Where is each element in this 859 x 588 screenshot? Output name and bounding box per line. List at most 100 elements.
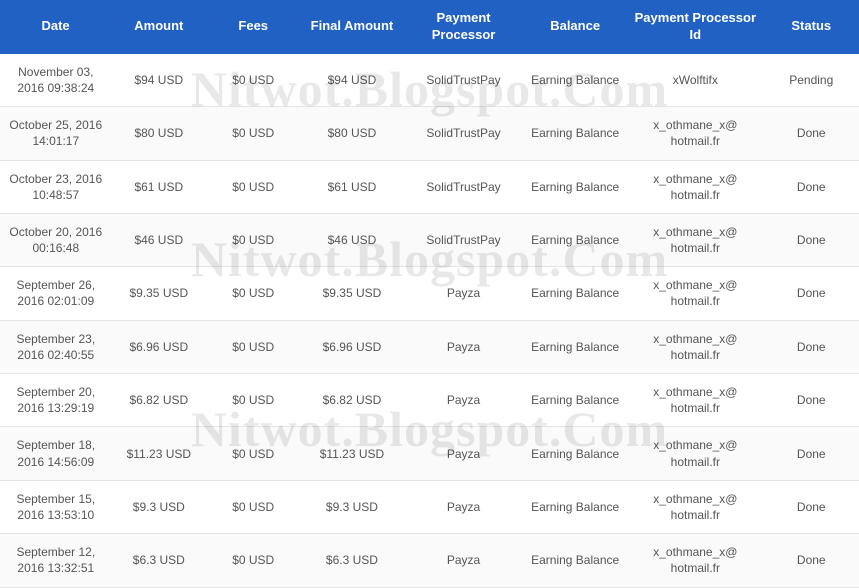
- cell-status: Done: [764, 480, 858, 533]
- cell-proc: SolidTrustPay: [403, 160, 523, 213]
- cell-bal: Earning Balance: [524, 427, 627, 480]
- cell-date: October 25, 2016 14:01:17: [0, 107, 112, 160]
- col-header-balance[interactable]: Balance: [524, 0, 627, 54]
- cell-final: $61 USD: [300, 160, 403, 213]
- cell-fees: $0 USD: [206, 534, 300, 587]
- col-header-fees[interactable]: Fees: [206, 0, 300, 54]
- cell-date: November 03, 2016 09:38:24: [0, 54, 112, 107]
- cell-status: Done: [764, 213, 858, 266]
- cell-fees: $0 USD: [206, 427, 300, 480]
- cell-fees: $0 USD: [206, 160, 300, 213]
- cell-final: $9.35 USD: [300, 267, 403, 320]
- col-header-amount[interactable]: Amount: [112, 0, 206, 54]
- table-row: September 26, 2016 02:01:09$9.35 USD$0 U…: [0, 267, 859, 320]
- table-row: September 18, 2016 14:56:09 $11.23 USD$0 …: [0, 427, 859, 480]
- cell-procid: x_othmane_x@ hotmail.fr: [627, 427, 764, 480]
- cell-final: $80 USD: [300, 107, 403, 160]
- cell-proc: Payza: [403, 320, 523, 373]
- cell-bal: Earning Balance: [524, 534, 627, 587]
- cell-date: September 26, 2016 02:01:09: [0, 267, 112, 320]
- cell-amount: $9.35 USD: [112, 267, 206, 320]
- cell-bal: Earning Balance: [524, 160, 627, 213]
- cell-amount: $61 USD: [112, 160, 206, 213]
- table-row: October 23, 2016 10:48:57$61 USD$0 USD$6…: [0, 160, 859, 213]
- cell-date: October 20, 2016 00:16:48: [0, 213, 112, 266]
- cell-procid: x_othmane_x@ hotmail.fr: [627, 213, 764, 266]
- cell-proc: Payza: [403, 480, 523, 533]
- cell-final: $9.3 USD: [300, 480, 403, 533]
- cell-status: Pending: [764, 54, 858, 107]
- cell-final: $94 USD: [300, 54, 403, 107]
- table-row: October 20, 2016 00:16:48$46 USD$0 USD$4…: [0, 213, 859, 266]
- cell-amount: $80 USD: [112, 107, 206, 160]
- table-row: October 25, 2016 14:01:17$80 USD$0 USD$8…: [0, 107, 859, 160]
- cell-amount: $6.96 USD: [112, 320, 206, 373]
- col-header-date[interactable]: Date: [0, 0, 112, 54]
- cell-bal: Earning Balance: [524, 54, 627, 107]
- cell-procid: xWolftifx: [627, 54, 764, 107]
- cell-fees: $0 USD: [206, 54, 300, 107]
- cell-date: September 15, 2016 13:53:10: [0, 480, 112, 533]
- cell-procid: x_othmane_x@ hotmail.fr: [627, 480, 764, 533]
- cell-proc: SolidTrustPay: [403, 213, 523, 266]
- cell-bal: Earning Balance: [524, 107, 627, 160]
- cell-procid: x_othmane_x@ hotmail.fr: [627, 267, 764, 320]
- cell-amount: $94 USD: [112, 54, 206, 107]
- table-header: Date Amount Fees Final Amount Payment Pr…: [0, 0, 859, 54]
- cell-proc: SolidTrustPay: [403, 54, 523, 107]
- cell-proc: SolidTrustPay: [403, 107, 523, 160]
- table-body: November 03, 2016 09:38:24$94 USD$0 USD$…: [0, 54, 859, 587]
- cell-procid: x_othmane_x@ hotmail.fr: [627, 374, 764, 427]
- col-header-status[interactable]: Status: [764, 0, 858, 54]
- cell-bal: Earning Balance: [524, 480, 627, 533]
- cell-status: Done: [764, 160, 858, 213]
- cell-amount: $9.3 USD: [112, 480, 206, 533]
- cell-date: September 12, 2016 13:32:51: [0, 534, 112, 587]
- cell-proc: Payza: [403, 374, 523, 427]
- cell-procid: x_othmane_x@ hotmail.fr: [627, 534, 764, 587]
- cell-date: September 20, 2016 13:29:19: [0, 374, 112, 427]
- cell-fees: $0 USD: [206, 213, 300, 266]
- cell-amount: $46 USD: [112, 213, 206, 266]
- cell-amount: $6.3 USD: [112, 534, 206, 587]
- cell-fees: $0 USD: [206, 480, 300, 533]
- cell-date: September 23, 2016 02:40:55: [0, 320, 112, 373]
- cell-bal: Earning Balance: [524, 213, 627, 266]
- table-row: September 23, 2016 02:40:55$6.96 USD$0 U…: [0, 320, 859, 373]
- table-row: November 03, 2016 09:38:24$94 USD$0 USD$…: [0, 54, 859, 107]
- cell-date: September 18, 2016 14:56:09: [0, 427, 112, 480]
- col-header-final[interactable]: Final Amount: [300, 0, 403, 54]
- col-header-procid[interactable]: Payment Processor Id: [627, 0, 764, 54]
- cell-date: October 23, 2016 10:48:57: [0, 160, 112, 213]
- cell-final: $6.82 USD: [300, 374, 403, 427]
- cell-status: Done: [764, 107, 858, 160]
- cell-final: $6.3 USD: [300, 534, 403, 587]
- cell-status: Done: [764, 427, 858, 480]
- table-row: September 12, 2016 13:32:51$6.3 USD$0 US…: [0, 534, 859, 587]
- cell-fees: $0 USD: [206, 107, 300, 160]
- cell-status: Done: [764, 320, 858, 373]
- cell-proc: Payza: [403, 534, 523, 587]
- cell-amount: $6.82 USD: [112, 374, 206, 427]
- cell-bal: Earning Balance: [524, 374, 627, 427]
- cell-procid: x_othmane_x@ hotmail.fr: [627, 107, 764, 160]
- cell-proc: Payza: [403, 267, 523, 320]
- cell-final: $46 USD: [300, 213, 403, 266]
- cell-fees: $0 USD: [206, 374, 300, 427]
- cell-final: $11.23 USD: [300, 427, 403, 480]
- cell-status: Done: [764, 374, 858, 427]
- cell-final: $6.96 USD: [300, 320, 403, 373]
- cell-status: Done: [764, 267, 858, 320]
- table-row: September 20, 2016 13:29:19$6.82 USD$0 U…: [0, 374, 859, 427]
- cell-bal: Earning Balance: [524, 320, 627, 373]
- cell-proc: Payza: [403, 427, 523, 480]
- transactions-table: Date Amount Fees Final Amount Payment Pr…: [0, 0, 859, 588]
- cell-fees: $0 USD: [206, 320, 300, 373]
- cell-fees: $0 USD: [206, 267, 300, 320]
- cell-bal: Earning Balance: [524, 267, 627, 320]
- col-header-processor[interactable]: Payment Processor: [403, 0, 523, 54]
- cell-status: Done: [764, 534, 858, 587]
- cell-procid: x_othmane_x@ hotmail.fr: [627, 320, 764, 373]
- table-row: September 15, 2016 13:53:10$9.3 USD$0 US…: [0, 480, 859, 533]
- cell-procid: x_othmane_x@ hotmail.fr: [627, 160, 764, 213]
